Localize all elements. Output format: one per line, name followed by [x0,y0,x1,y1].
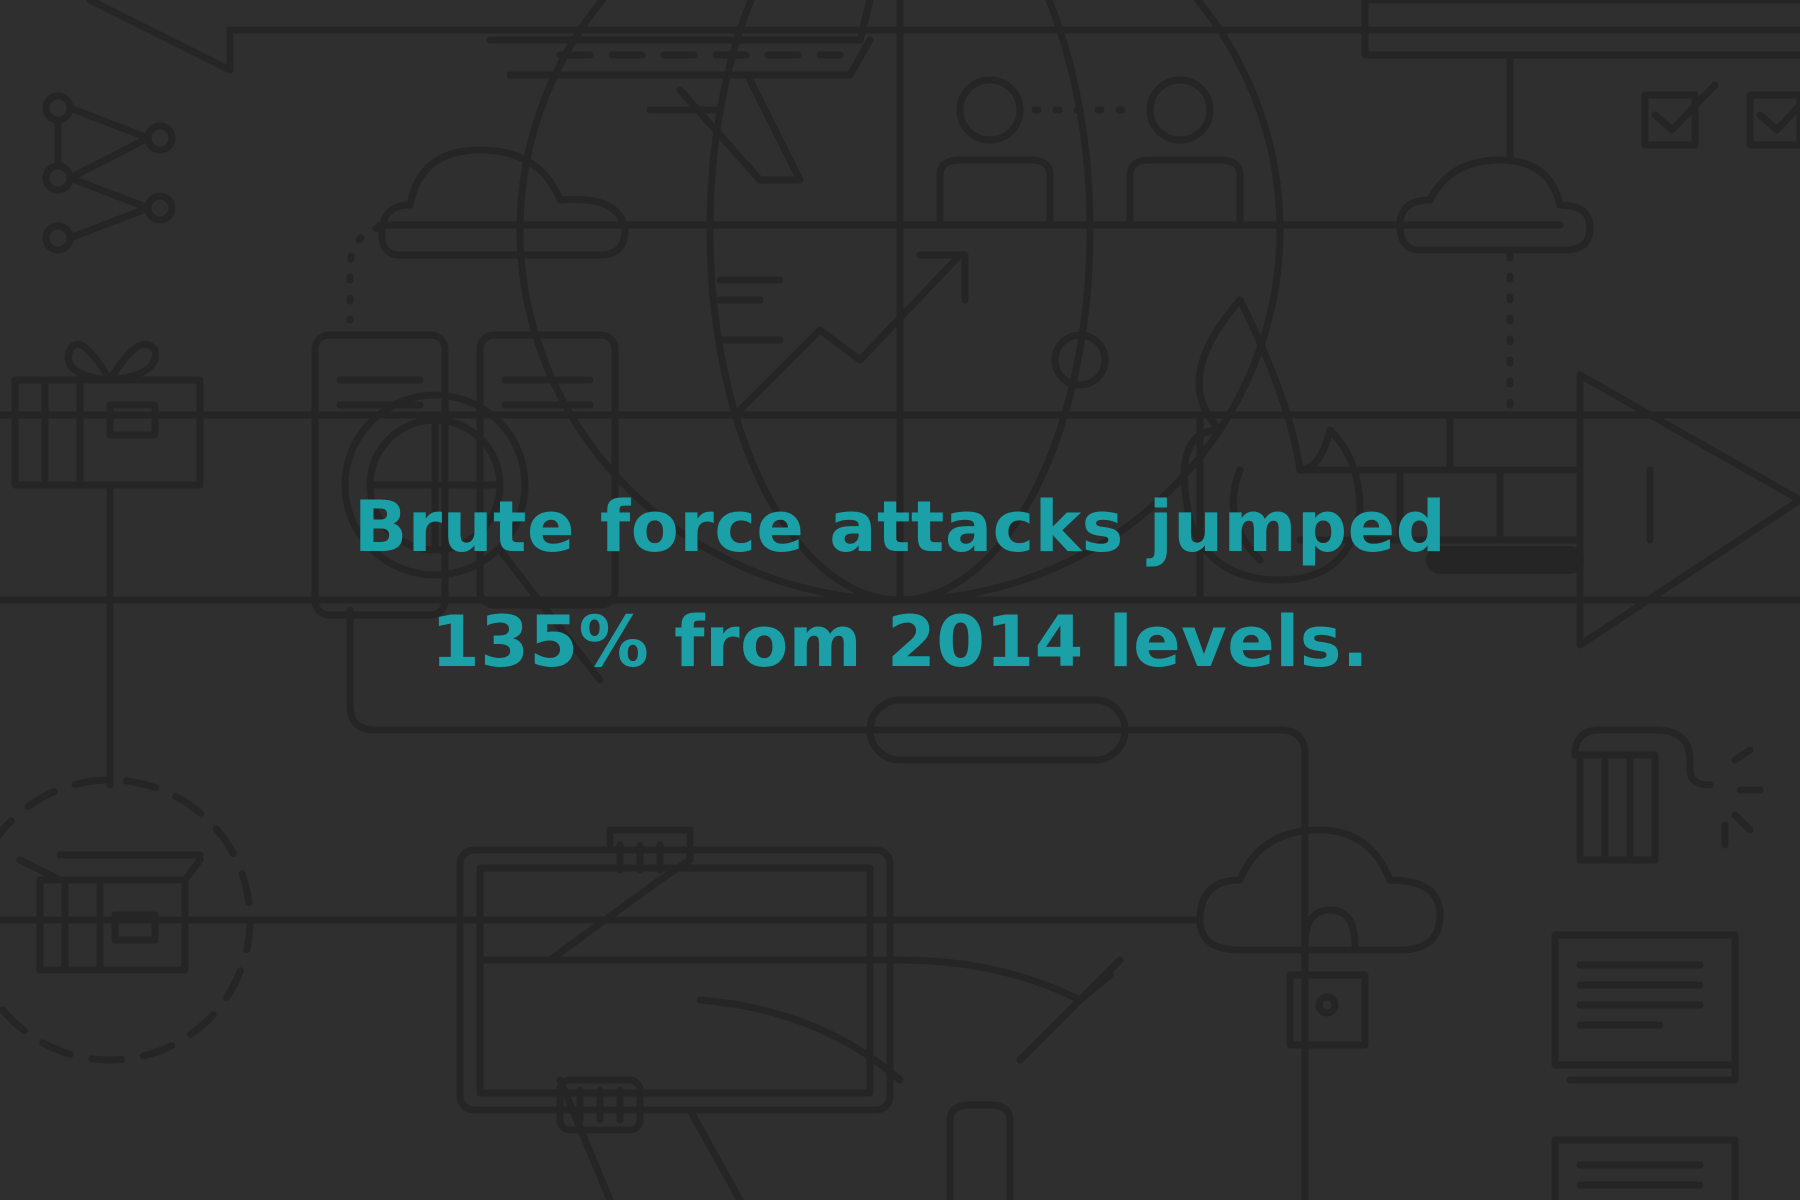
computer-monitor-icon [456,826,1124,1200]
bug-magnifier-icon [341,391,604,684]
firewall-arrow-icon [1196,371,1800,649]
checkbox-icon [1361,0,1800,149]
connector-line [346,606,1309,1200]
trend-arrow-icon [736,251,969,414]
open-box-icon [0,776,464,1064]
globe-icon [516,0,1284,604]
headline-line-1: Brute force attacks jumped [353,486,1447,568]
cloud-icon [1396,56,1594,414]
arrow-left-icon [86,0,234,74]
headline: Brute force attacks jumped 135% from 201… [0,470,1800,700]
gift-box-icon [11,340,204,789]
dynamite-icon [1571,726,1764,864]
document-icon [311,331,619,619]
cloud-icon [346,146,629,324]
cloud-lock-icon [1196,826,1444,1049]
pipe-segment-icon [866,696,1129,764]
stacked-documents-icon [1551,931,1739,1200]
airplane-icon [486,0,874,184]
users-icon [936,76,1244,229]
network-nodes-icon [42,92,176,254]
headline-line-2: 135% from 2014 levels. [430,601,1370,683]
